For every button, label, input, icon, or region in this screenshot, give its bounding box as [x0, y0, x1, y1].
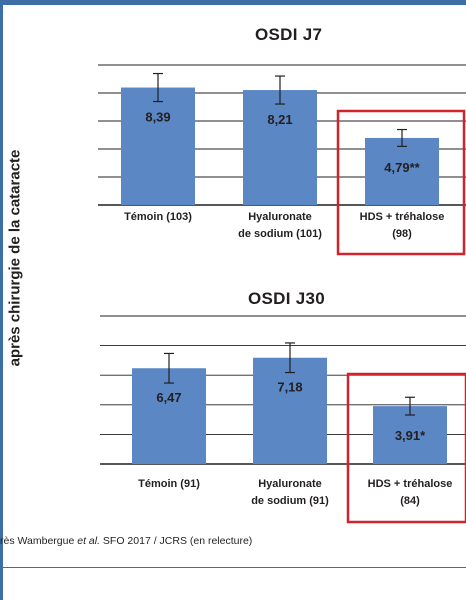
source-prefix: rès Wambergue [0, 535, 78, 547]
category-label-0: Témoin (91) [119, 476, 219, 493]
bottom-rule [0, 567, 466, 568]
category-label-line: de sodium (91) [251, 495, 329, 507]
bar [373, 406, 447, 464]
chart-title: OSDI J7 [255, 25, 323, 44]
chart-panel-j7: OSDI J7 8,39 8,21 4,79** Témoin (103) Hyal… [0, 0, 466, 270]
category-label-1: Hyaluronate de sodium (101) [230, 209, 330, 243]
category-label-1: Hyaluronate de sodium (91) [240, 476, 340, 510]
chart-title: OSDI J30 [248, 289, 326, 308]
category-label-line: Hyaluronate [248, 211, 312, 223]
category-label-line: Hyaluronate [258, 478, 322, 490]
bar-chart-j7: 8,39 8,21 4,79** [98, 64, 466, 256]
category-label-line: Témoin (103) [124, 211, 192, 223]
category-label-2: HDS + tréhalose (98) [352, 209, 452, 243]
top-frame-rule [0, 0, 466, 5]
data-label: 8,21 [267, 112, 292, 127]
chart-panel-j30: OSDI J30 6,47 7,18 3,91* Témoin (91) Hyalu… [0, 272, 466, 527]
category-label-line: (84) [400, 495, 420, 507]
bar [253, 357, 327, 464]
data-label: 7,18 [277, 380, 302, 395]
category-label-0: Témoin (103) [108, 209, 208, 226]
left-frame-rule [0, 0, 3, 600]
bar [243, 90, 317, 205]
source-suffix: SFO 2017 / JCRS (en relecture) [100, 535, 253, 547]
bar [132, 368, 206, 464]
category-label-2: HDS + tréhalose (84) [360, 476, 460, 510]
bar [121, 87, 195, 205]
source-citation: rès Wambergue et al. SFO 2017 / JCRS (en… [0, 535, 252, 547]
category-label-line: de sodium (101) [238, 228, 322, 240]
category-label-line: Témoin (91) [138, 478, 200, 490]
data-label: 8,39 [145, 110, 170, 125]
highlight-box [336, 109, 466, 256]
category-label-line: HDS + tréhalose [359, 211, 445, 223]
data-label: 6,47 [156, 390, 181, 405]
bar [365, 137, 439, 205]
data-label: 4,79** [384, 160, 420, 175]
bar-chart-j30: 6,47 7,18 3,91* [100, 315, 466, 524]
highlight-box [346, 372, 466, 524]
category-label-line: HDS + tréhalose [367, 478, 453, 490]
source-italic: et al. [77, 535, 100, 547]
category-label-line: (98) [392, 228, 412, 240]
data-label: 3,91* [395, 428, 426, 443]
